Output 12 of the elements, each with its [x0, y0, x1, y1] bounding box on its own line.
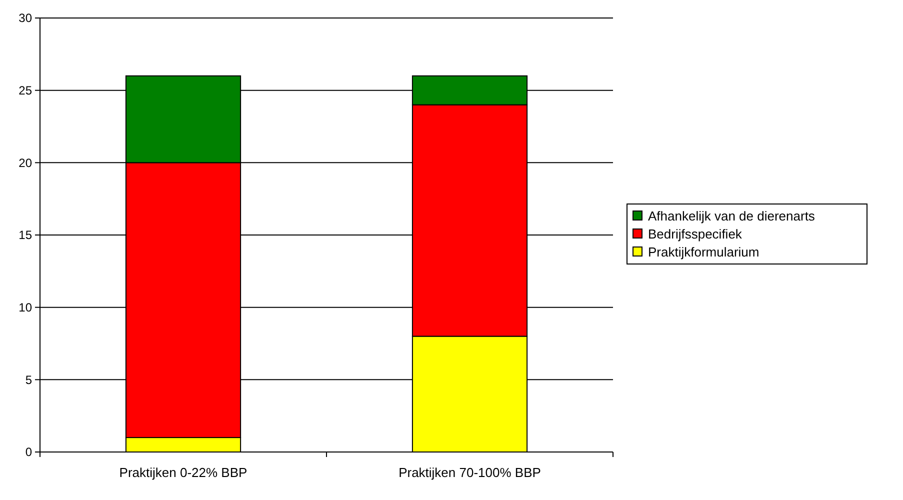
y-tick-label: 10	[18, 300, 32, 315]
y-tick-label: 20	[18, 156, 32, 170]
y-tick-label: 5	[25, 372, 32, 387]
y-tick-label: 0	[25, 445, 32, 460]
legend-label: Afhankelijk van de dierenarts	[648, 208, 816, 224]
legend-label: Praktijkformularium	[648, 244, 760, 260]
y-tick-label: 30	[18, 11, 32, 26]
x-tick-label: Praktijken 70-100% BBP	[398, 465, 541, 480]
y-tick-label: 25	[18, 84, 32, 98]
legend-label: Bedrijfsspecifiek	[648, 226, 742, 242]
x-tick-label: Praktijken 0-22% BBP	[119, 465, 248, 480]
y-tick-label: 15	[18, 228, 32, 242]
